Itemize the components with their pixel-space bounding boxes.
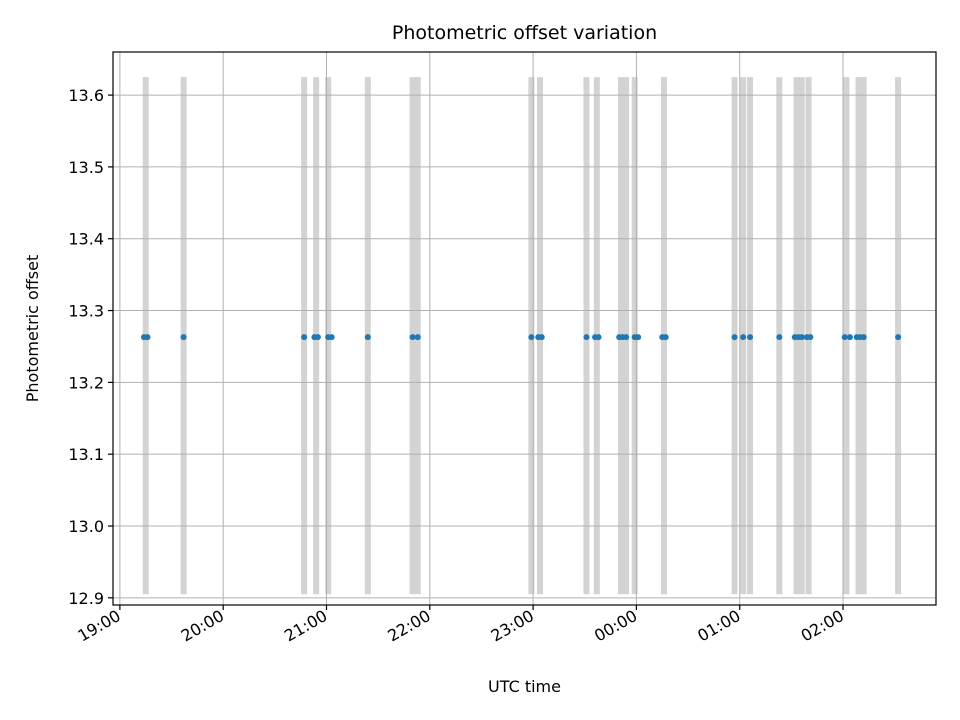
grid-layer xyxy=(113,52,936,605)
points-layer xyxy=(140,334,902,341)
data-point xyxy=(538,334,545,341)
y-tick-label: 13.5 xyxy=(68,158,104,177)
y-tick-label: 13.4 xyxy=(68,230,104,249)
data-point xyxy=(846,334,853,341)
y-tick-label: 13.2 xyxy=(68,373,104,392)
y-axis-title: Photometric offset xyxy=(23,255,42,403)
data-point xyxy=(328,334,335,341)
data-point xyxy=(314,334,321,341)
data-point xyxy=(364,334,371,341)
data-point xyxy=(180,334,187,341)
data-point xyxy=(841,334,848,341)
data-point xyxy=(583,334,590,341)
data-point xyxy=(414,334,421,341)
data-point xyxy=(895,334,902,341)
data-point xyxy=(860,334,867,341)
data-point xyxy=(776,334,783,341)
y-tick-label: 13.1 xyxy=(68,445,104,464)
data-point xyxy=(409,334,416,341)
y-tick-label: 13.3 xyxy=(68,302,104,321)
data-point xyxy=(623,334,630,341)
data-point xyxy=(144,334,151,341)
x-axis-title: UTC time xyxy=(488,677,561,696)
data-point xyxy=(301,334,308,341)
data-point xyxy=(747,334,754,341)
data-point xyxy=(528,334,535,341)
y-tick-label: 12.9 xyxy=(68,589,104,608)
data-point xyxy=(635,334,642,341)
data-point xyxy=(595,334,602,341)
data-point xyxy=(731,334,738,341)
plot-frame xyxy=(112,51,937,606)
data-point xyxy=(798,334,805,341)
y-tick-label: 13.6 xyxy=(68,86,104,105)
data-point xyxy=(740,334,747,341)
data-point xyxy=(662,334,669,341)
data-point xyxy=(807,334,814,341)
chart-title: Photometric offset variation xyxy=(392,22,657,44)
y-axis: 12.9 13.0 13.1 13.2 13.3 13.4 13.5 13.6 xyxy=(68,86,113,608)
y-tick-label: 13.0 xyxy=(68,517,104,536)
